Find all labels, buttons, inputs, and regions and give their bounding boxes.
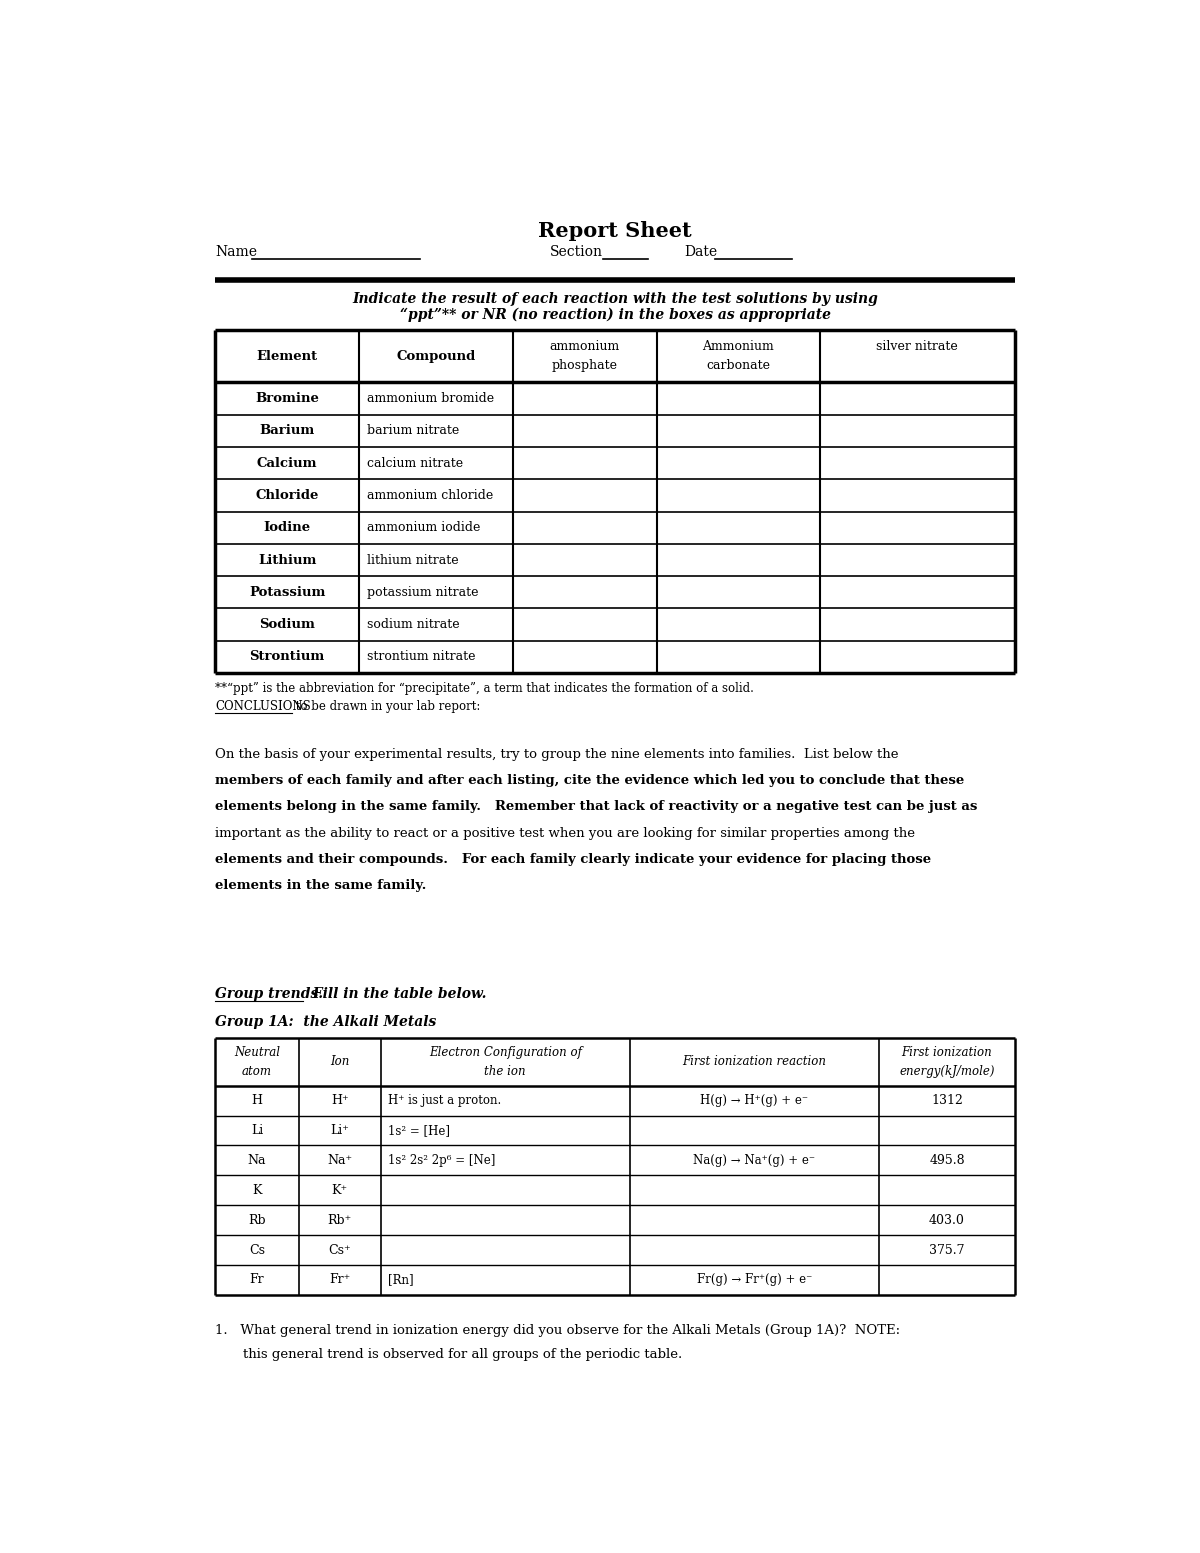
- Text: Ion: Ion: [330, 1054, 349, 1068]
- Text: “ppt”** or NR (no reaction) in the boxes as appropriate: “ppt”** or NR (no reaction) in the boxes…: [400, 307, 830, 321]
- Text: phosphate: phosphate: [552, 359, 618, 373]
- Text: ammonium chloride: ammonium chloride: [367, 489, 493, 502]
- Text: K⁺: K⁺: [331, 1183, 348, 1197]
- Text: Rb⁺: Rb⁺: [328, 1213, 352, 1227]
- Text: elements belong in the same family.   Remember that lack of reactivity or a nega: elements belong in the same family. Reme…: [215, 800, 978, 814]
- Text: Neutral: Neutral: [234, 1045, 280, 1059]
- Text: Group trends.: Group trends.: [215, 986, 323, 1000]
- Text: 1s² = [He]: 1s² = [He]: [388, 1124, 450, 1137]
- Text: members of each family and after each listing, cite the evidence which led you t: members of each family and after each li…: [215, 775, 965, 787]
- Text: Na: Na: [247, 1154, 266, 1166]
- Text: calcium nitrate: calcium nitrate: [367, 457, 463, 469]
- Text: Date: Date: [685, 245, 718, 259]
- Text: Section: Section: [550, 245, 602, 259]
- Text: 495.8: 495.8: [929, 1154, 965, 1166]
- Text: 1312: 1312: [931, 1093, 962, 1107]
- Text: Na⁺: Na⁺: [328, 1154, 353, 1166]
- Text: Fr(g) → Fr⁺(g) + e⁻: Fr(g) → Fr⁺(g) + e⁻: [697, 1273, 812, 1286]
- Text: Li⁺: Li⁺: [330, 1124, 349, 1137]
- Text: Name: Name: [215, 245, 257, 259]
- Text: carbonate: carbonate: [707, 359, 770, 373]
- Text: Cs⁺: Cs⁺: [329, 1244, 352, 1256]
- Text: Sodium: Sodium: [259, 618, 316, 631]
- Text: ammonium iodide: ammonium iodide: [367, 522, 480, 534]
- Text: Calcium: Calcium: [257, 457, 318, 469]
- Text: elements in the same family.: elements in the same family.: [215, 879, 426, 893]
- Text: Electron Configuration of: Electron Configuration of: [428, 1045, 582, 1059]
- Text: First ionization reaction: First ionization reaction: [683, 1054, 827, 1068]
- Text: ammonium bromide: ammonium bromide: [367, 391, 494, 405]
- Text: lithium nitrate: lithium nitrate: [367, 553, 458, 567]
- Text: Element: Element: [257, 349, 318, 363]
- Text: to be drawn in your lab report:: to be drawn in your lab report:: [293, 700, 481, 713]
- Text: First ionization: First ionization: [901, 1045, 992, 1059]
- Text: 1.   What general trend in ionization energy did you observe for the Alkali Meta: 1. What general trend in ionization ener…: [215, 1325, 900, 1337]
- Text: silver nitrate: silver nitrate: [876, 340, 958, 353]
- Text: Cs: Cs: [248, 1244, 265, 1256]
- Text: strontium nitrate: strontium nitrate: [367, 651, 475, 663]
- Text: ammonium: ammonium: [550, 340, 620, 353]
- Text: the ion: the ion: [485, 1065, 526, 1078]
- Text: this general trend is observed for all groups of the periodic table.: this general trend is observed for all g…: [242, 1348, 683, 1360]
- Text: On the basis of your experimental results, try to group the nine elements into f: On the basis of your experimental result…: [215, 749, 899, 761]
- Text: sodium nitrate: sodium nitrate: [367, 618, 460, 631]
- Text: H⁺ is just a proton.: H⁺ is just a proton.: [388, 1093, 502, 1107]
- Text: Chloride: Chloride: [256, 489, 319, 502]
- Text: Na(g) → Na⁺(g) + e⁻: Na(g) → Na⁺(g) + e⁻: [694, 1154, 816, 1166]
- Text: potassium nitrate: potassium nitrate: [367, 585, 478, 599]
- Text: H⁺: H⁺: [331, 1093, 348, 1107]
- Text: Compound: Compound: [396, 349, 475, 363]
- Text: Ammonium: Ammonium: [702, 340, 774, 353]
- Text: Fr: Fr: [250, 1273, 264, 1286]
- Text: elements and their compounds.   For each family clearly indicate your evidence f: elements and their compounds. For each f…: [215, 853, 931, 867]
- Text: H: H: [252, 1093, 263, 1107]
- Text: Li: Li: [251, 1124, 263, 1137]
- Text: Rb: Rb: [248, 1213, 265, 1227]
- Text: Potassium: Potassium: [248, 585, 325, 599]
- Text: Indicate the result of each reaction with the test solutions by using: Indicate the result of each reaction wit…: [352, 292, 878, 306]
- Text: important as the ability to react or a positive test when you are looking for si: important as the ability to react or a p…: [215, 826, 916, 840]
- Text: CONCLUSIONS: CONCLUSIONS: [215, 700, 311, 713]
- Text: Report Sheet: Report Sheet: [538, 221, 692, 241]
- Text: Fill in the table below.: Fill in the table below.: [304, 986, 487, 1000]
- Text: Strontium: Strontium: [250, 651, 325, 663]
- Text: H(g) → H⁺(g) + e⁻: H(g) → H⁺(g) + e⁻: [701, 1093, 809, 1107]
- Text: 1s² 2s² 2p⁶ = [Ne]: 1s² 2s² 2p⁶ = [Ne]: [388, 1154, 496, 1166]
- Text: 403.0: 403.0: [929, 1213, 965, 1227]
- Text: Lithium: Lithium: [258, 553, 317, 567]
- Text: barium nitrate: barium nitrate: [367, 424, 458, 438]
- Text: K: K: [252, 1183, 262, 1197]
- Text: Group 1A:  the Alkali Metals: Group 1A: the Alkali Metals: [215, 1016, 437, 1030]
- Text: Bromine: Bromine: [256, 391, 319, 405]
- Text: 375.7: 375.7: [929, 1244, 965, 1256]
- Text: **“ppt” is the abbreviation for “precipitate”, a term that indicates the formati: **“ppt” is the abbreviation for “precipi…: [215, 682, 754, 696]
- Text: Fr⁺: Fr⁺: [329, 1273, 350, 1286]
- Text: Barium: Barium: [259, 424, 314, 438]
- Text: energy(kJ/mole): energy(kJ/mole): [899, 1065, 995, 1078]
- Text: Iodine: Iodine: [264, 522, 311, 534]
- Text: [Rn]: [Rn]: [388, 1273, 414, 1286]
- Text: atom: atom: [242, 1065, 272, 1078]
